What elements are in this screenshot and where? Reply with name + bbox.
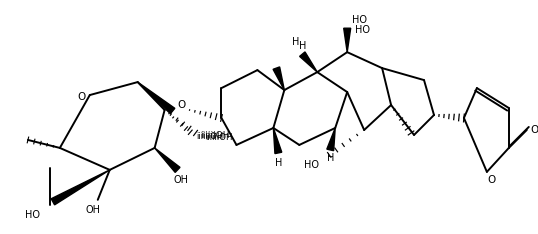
- Text: HO: HO: [304, 160, 319, 170]
- Text: O: O: [178, 100, 186, 110]
- Text: O: O: [77, 92, 86, 102]
- Text: OH: OH: [86, 205, 100, 215]
- Text: HO: HO: [25, 210, 40, 220]
- Text: H: H: [275, 158, 282, 168]
- Text: iiiiiiOH: iiiiiiOH: [196, 132, 224, 142]
- Polygon shape: [344, 28, 351, 52]
- Text: HO: HO: [352, 15, 367, 25]
- Polygon shape: [154, 148, 180, 172]
- Polygon shape: [327, 128, 335, 151]
- Text: O: O: [488, 175, 496, 185]
- Text: OH: OH: [173, 175, 188, 185]
- Polygon shape: [300, 52, 317, 72]
- Text: O: O: [530, 125, 538, 135]
- Text: H: H: [327, 153, 334, 163]
- Text: H: H: [292, 37, 299, 47]
- Polygon shape: [273, 67, 285, 90]
- Text: HO: HO: [355, 25, 370, 35]
- Polygon shape: [273, 128, 282, 154]
- Polygon shape: [51, 170, 110, 205]
- Polygon shape: [138, 82, 175, 114]
- Text: H: H: [299, 41, 306, 51]
- Text: iiiiiiOH: iiiiiiOH: [201, 132, 230, 140]
- Text: iiiiiiOH: iiiiiiOH: [206, 133, 233, 143]
